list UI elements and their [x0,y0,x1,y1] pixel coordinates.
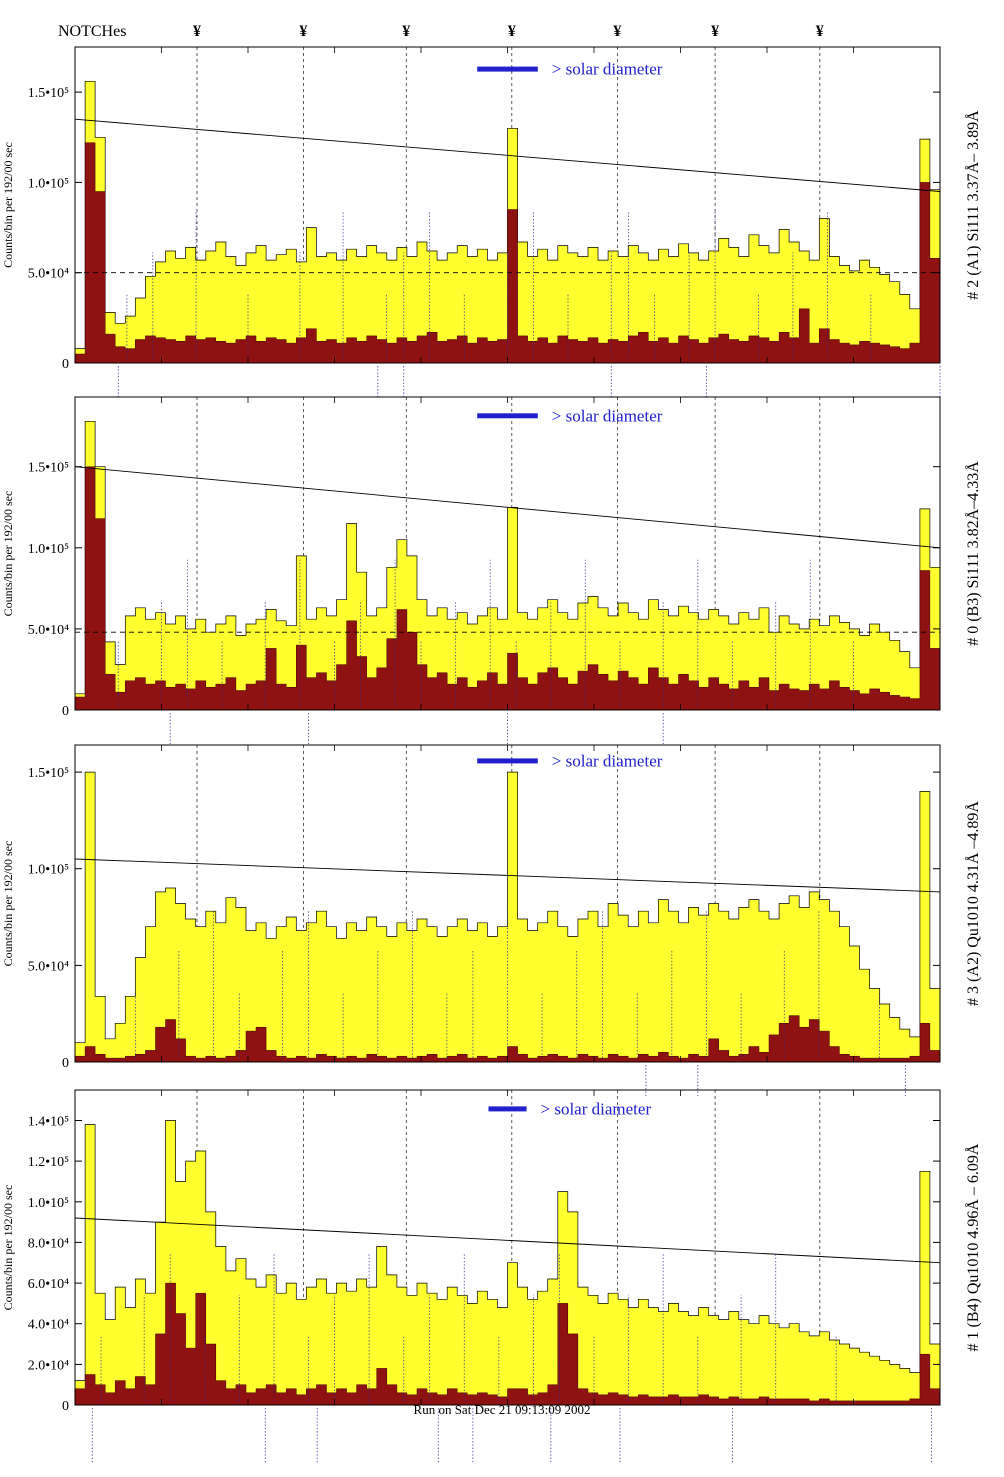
right-axis-label: # 0 (B3) Si111 3.82Å–4.33Å [964,461,982,646]
y-axis-label: Counts/bin per 192/00 sec [1,1185,15,1311]
trend-line [74,466,941,549]
y-tick-label: 0 [62,1399,69,1414]
y-tick-label: 1.0•10⁵ [28,1196,69,1211]
right-axis-label: # 2 (A1) Si111 3.37Å– 3.89Å [964,110,982,300]
solar-diameter-label: > solar diameter [541,1099,652,1118]
solar-diameter-label: > solar diameter [552,60,663,79]
y-tick-label: 2.0•10⁴ [28,1358,69,1373]
y-tick-label: 4.0•10⁴ [28,1318,69,1333]
panel-1: 1.5•10⁵ 1.0•10⁵ 5.0•10⁴ 0 > solar diameter # … [1,46,982,397]
notch-symbol-icon: ¥ [193,23,201,40]
panel-3: 1.5•10⁵ 1.0•10⁵ 5.0•10⁴ 0 > solar diameter # … [1,744,982,1096]
notch-symbol-icon: ¥ [508,23,516,40]
y-tick-label: 1.4•10⁵ [28,1115,69,1130]
solar-diameter-bar [477,758,538,764]
y-tick-label: 1.2•10⁵ [28,1155,69,1170]
y-tick-label: 5.0•10⁴ [28,623,69,638]
notch-symbol-icon: ¥ [613,23,621,40]
y-tick-label: 1.5•10⁵ [28,461,69,476]
right-axis-label: # 1 (B4) Qu1010 4.96Å – 6.09Å [964,1143,982,1351]
y-tick-label: 8.0•10⁴ [28,1236,69,1251]
solar-diameter-bar [488,1106,527,1112]
y-tick-label: 0 [62,357,69,372]
y-tick-label: 5.0•10⁴ [28,959,69,974]
y-axis-label: Counts/bin per 192/00 sec [1,841,15,967]
solar-diameter-label: > solar diameter [552,751,663,770]
y-axis-label: Counts/bin per 192/00 sec [1,491,15,617]
y-tick-label: 1.5•10⁵ [28,86,69,101]
y-tick-label: 1.0•10⁵ [28,863,69,878]
right-axis-label: # 3 (A2) Qu1010 4.31Å –4.89Å [964,801,982,1006]
y-tick-label: 0 [62,704,69,719]
solar-diameter-bar [477,66,538,72]
total-counts-histogram [74,1120,941,1406]
notch-symbol-icon: ¥ [402,23,410,40]
y-tick-label: 0 [62,1056,69,1071]
panel-2: 1.5•10⁵ 1.0•10⁵ 5.0•10⁴ 0 > solar diameter # … [1,396,982,744]
rejected-counts-histogram [74,1015,941,1063]
y-tick-label: 1.0•10⁵ [28,542,69,557]
trend-line [74,858,941,893]
y-tick-label: 5.0•10⁴ [28,267,69,282]
trend-line [74,1217,941,1264]
run-timestamp: Run on Sat Dec 21 09:13:09 2002 [414,1402,591,1417]
panel-4: 1.4•10⁵ 1.2•10⁵ 1.0•10⁵ 8.0•10⁴ 6.0•10⁴ 4.0•1… [1,1089,982,1463]
notches-label: NOTCHes [58,23,126,40]
solar-diameter-label: > solar diameter [552,406,663,425]
y-tick-label: 1.5•10⁵ [28,766,69,781]
notch-symbol-icon: ¥ [816,23,824,40]
notch-symbol-icon: ¥ [711,23,719,40]
solar-diameter-bar [477,413,538,419]
trend-line [74,118,941,192]
total-counts-histogram [74,771,941,1063]
rejected-counts-histogram [74,1282,941,1406]
y-axis-label: Counts/bin per 192/00 sec [1,142,15,268]
y-tick-label: 1.0•10⁵ [28,176,69,191]
y-tick-label: 6.0•10⁴ [28,1277,69,1292]
notch-symbol-icon: ¥ [299,23,307,40]
